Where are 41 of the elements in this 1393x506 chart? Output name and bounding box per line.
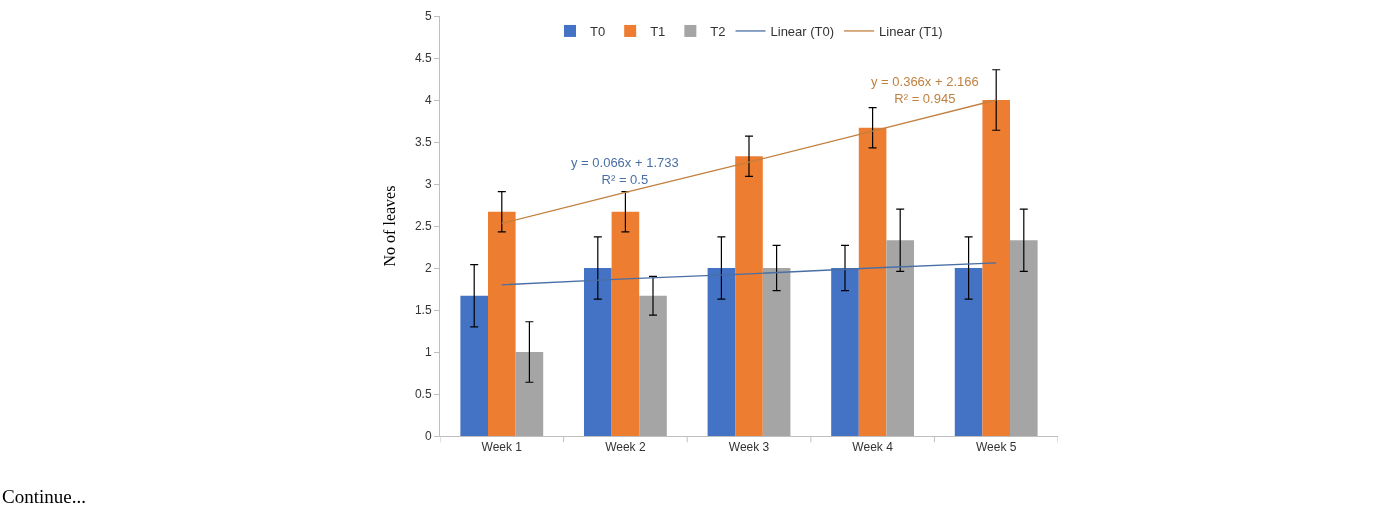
x-tick-label: Week 2 (605, 440, 646, 455)
bar (639, 295, 667, 436)
bar (831, 268, 859, 436)
annotation: y = 0.066x + 1.733 R² = 0.5 (571, 155, 679, 187)
y-axis-title: No of leaves (380, 185, 398, 267)
legend-label: T1 (650, 24, 666, 40)
x-tick-label: Week 5 (975, 440, 1017, 455)
text: Continue... (2, 486, 86, 506)
y-tick-label: 3.5 (414, 135, 432, 150)
y-tick-label: 4.5 (414, 51, 432, 66)
legend-label: T2 (710, 24, 726, 40)
y-tick-label: 5 (424, 9, 432, 24)
y-tick-label: 4 (424, 93, 432, 108)
bar (460, 295, 488, 436)
bar (611, 211, 640, 436)
bar (762, 268, 791, 436)
y-tick-label: 2 (424, 261, 432, 276)
bar (982, 100, 1010, 436)
bar (886, 240, 915, 436)
x-tick-label: Week 3 (728, 440, 770, 455)
bar (735, 156, 763, 436)
y-tick-label: 1 (424, 345, 432, 360)
annotation: y = 0.366x + 2.166 R² = 0.945 (871, 74, 979, 106)
bar (515, 352, 544, 436)
bar (583, 268, 612, 436)
legend-label: T0 (590, 24, 606, 40)
bar (488, 211, 516, 436)
bar (858, 127, 887, 436)
y-tick-label: 1.5 (414, 303, 432, 318)
bar (954, 268, 983, 436)
y-tick-label: 0 (424, 429, 432, 444)
bar (1010, 240, 1038, 436)
y-tick-label: 3 (424, 177, 432, 192)
y-tick-label: 0.5 (414, 387, 432, 402)
line-series (501, 262, 997, 286)
x-tick-label: Week 4 (852, 440, 894, 455)
legend-label: Linear (T0) (770, 24, 835, 40)
legend-label: Linear (T1) (879, 24, 943, 40)
y-tick-label: 2.5 (414, 219, 432, 234)
x-tick-label: Week 1 (481, 440, 523, 455)
bar (707, 268, 736, 436)
